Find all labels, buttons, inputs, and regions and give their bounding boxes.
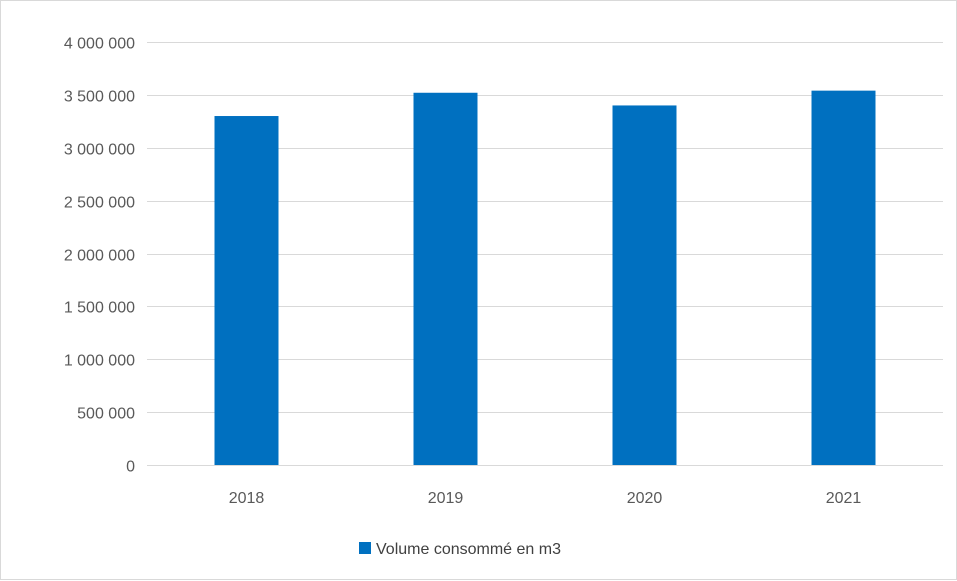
x-axis-tick-labels: 2018 2019 2020 2021 [229,490,862,507]
y-tick-label: 4 000 000 [64,36,135,53]
bars [214,90,876,466]
y-tick-label: 2 000 000 [64,248,135,265]
bar-2020 [612,105,677,465]
y-axis-tick-labels: 0 500 000 1 000 000 1 500 000 2 000 000 2 500… [64,36,135,476]
legend-swatch [359,542,371,554]
y-tick-label: 1 000 000 [64,353,135,370]
y-tick-label: 2 500 000 [64,195,135,212]
legend: Volume consommé en m3 [359,541,561,558]
x-tick-label: 2020 [627,490,663,507]
x-tick-label: 2021 [826,490,862,507]
y-tick-label: 3 000 000 [64,142,135,159]
y-tick-label: 1 500 000 [64,300,135,317]
bar-2018 [214,116,279,466]
y-tick-label: 3 500 000 [64,89,135,106]
gridlines [147,42,943,466]
y-tick-label: 0 [126,459,135,476]
legend-label: Volume consommé en m3 [376,541,561,558]
y-tick-label: 500 000 [77,406,135,423]
x-tick-label: 2018 [229,490,265,507]
bar-2021 [811,90,876,466]
x-tick-label: 2019 [428,490,464,507]
bar-2019 [413,92,478,465]
